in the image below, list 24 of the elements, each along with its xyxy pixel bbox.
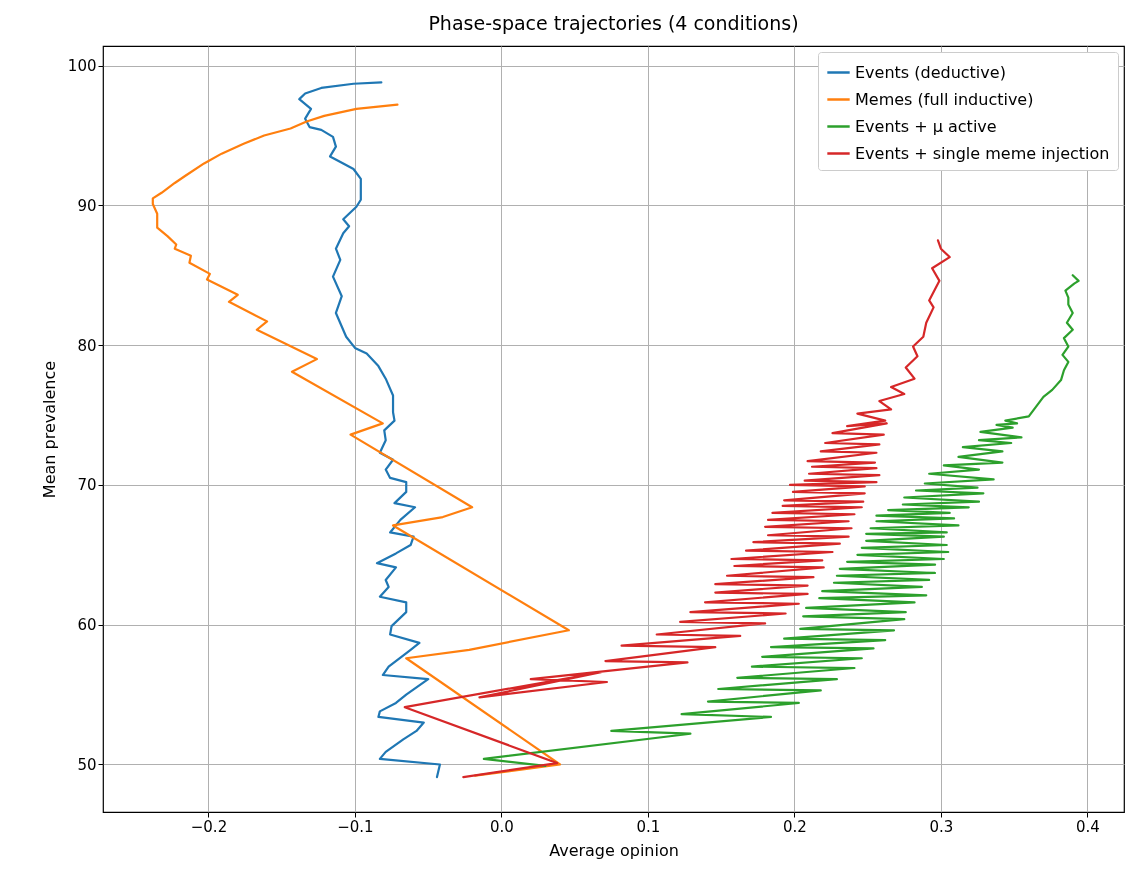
y-tick-label: 100 — [67, 57, 97, 76]
y-tick-label: 90 — [77, 196, 97, 215]
x-axis-title: Average opinion — [549, 840, 679, 860]
y-tick-label: 60 — [77, 616, 97, 635]
x-tick-label: 0.1 — [636, 817, 661, 836]
y-tick-label: 70 — [77, 476, 97, 495]
x-tick-label: −0.1 — [337, 817, 374, 836]
legend-label: Events (deductive) — [855, 62, 1006, 82]
legend-label: Events + μ active — [855, 116, 997, 136]
x-tick-label: 0.2 — [782, 817, 807, 836]
x-tick-label: 0.3 — [929, 817, 954, 836]
y-tick-label: 80 — [77, 336, 97, 355]
y-tick-label: 50 — [77, 755, 97, 774]
chart-title: Phase-space trajectories (4 conditions) — [428, 12, 799, 34]
x-tick-label: −0.2 — [190, 817, 228, 836]
line-series — [298, 81, 442, 779]
line-series — [403, 239, 951, 779]
x-tick-label: 0.0 — [490, 817, 514, 836]
line-series — [482, 274, 1080, 767]
x-tick-label: 0.4 — [1075, 817, 1100, 836]
y-axis-title: Mean prevalence — [39, 360, 59, 499]
legend-label: Events + single meme injection — [855, 143, 1110, 163]
line-series — [151, 103, 570, 777]
legend-label: Memes (full inductive) — [855, 89, 1034, 109]
